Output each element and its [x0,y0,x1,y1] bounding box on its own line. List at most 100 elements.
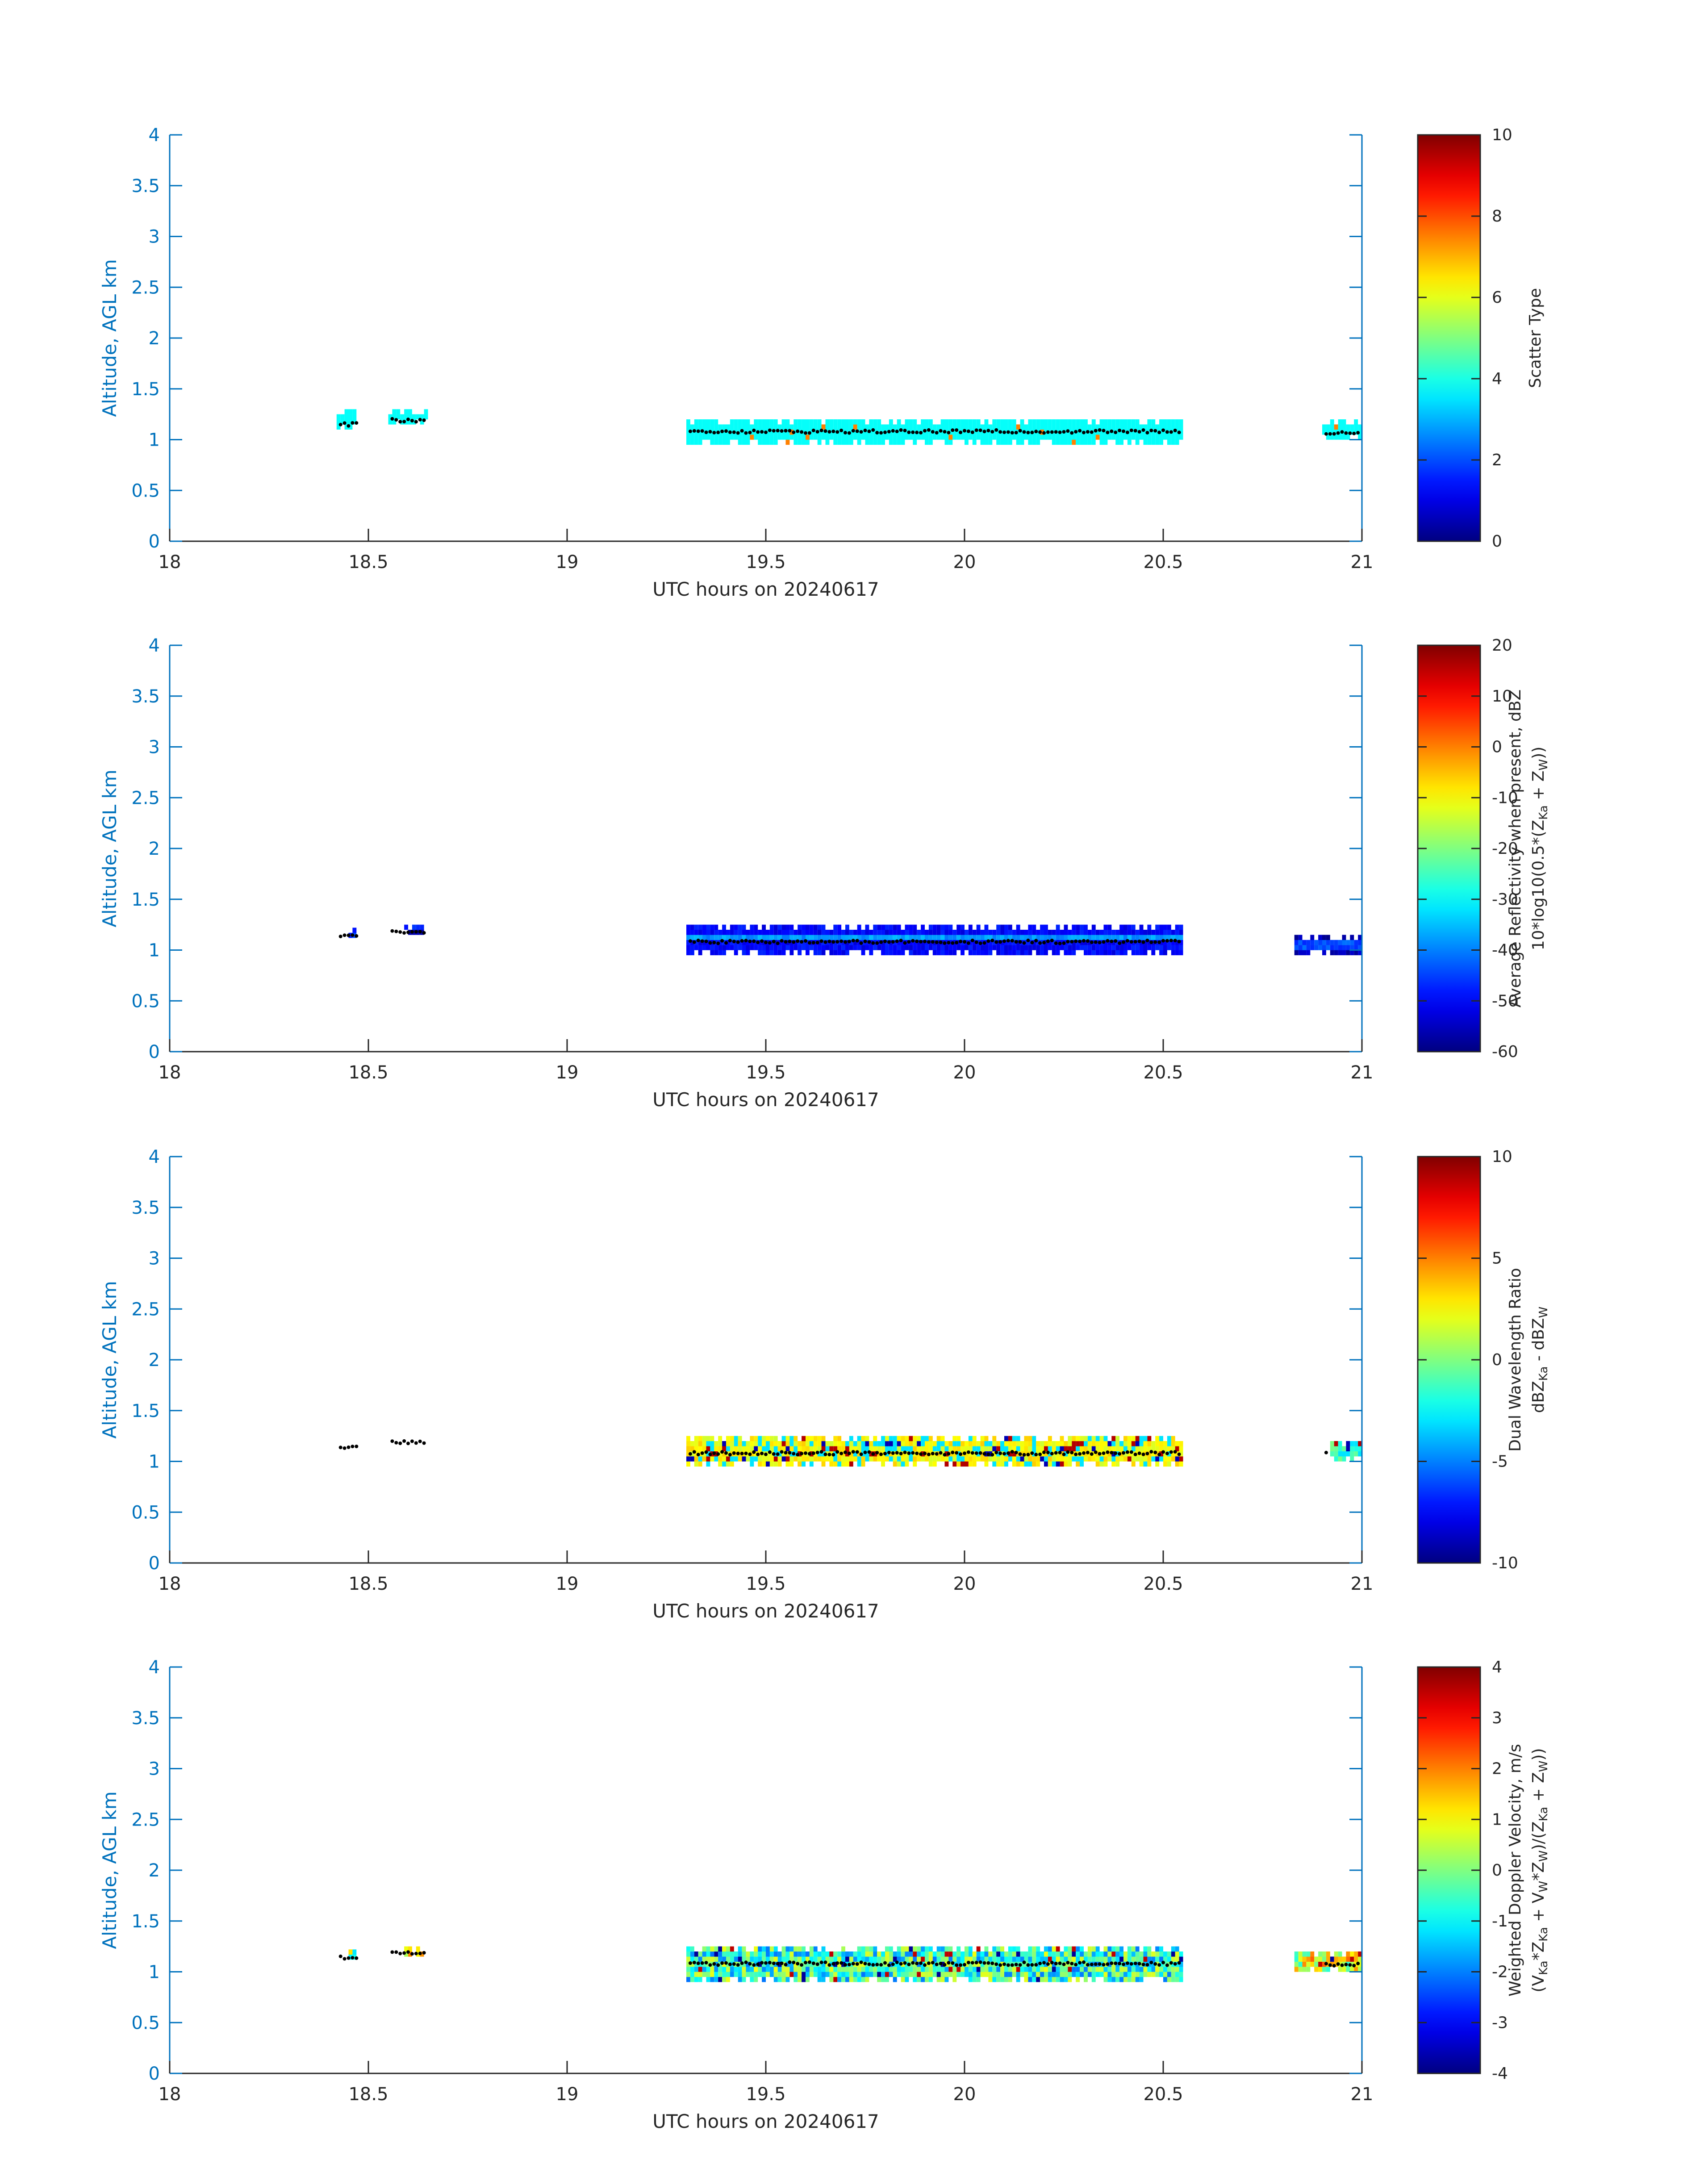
heatmap-cell [686,1961,690,1967]
heatmap-cell [1040,1441,1044,1446]
y-tick-label: 0.5 [131,2013,160,2033]
cloud-base-dot [907,940,911,944]
cloud-base-dot [1125,939,1129,943]
heatmap-cell [1139,945,1144,950]
heatmap-cell [766,1446,770,1451]
heatmap-cell [873,1956,877,1962]
cloud-base-dot [1344,431,1348,435]
cloud-base-dot [911,1961,915,1965]
heatmap-cell [785,935,790,940]
heatmap-cell [921,1961,925,1967]
heatmap-cell [992,419,997,425]
heatmap-cell [1111,429,1116,435]
heatmap-cell [789,429,794,435]
heatmap-cell [1087,1951,1092,1957]
heatmap-cell [817,950,822,956]
cloud-base-dot [716,430,720,435]
heatmap-cell [869,439,873,445]
heatmap-cell [1084,435,1088,440]
heatmap-cell [909,1961,913,1967]
cloud-base-dot [342,421,347,425]
heatmap-cell [1012,1961,1016,1967]
heatmap-cell [972,1456,977,1462]
heatmap-cell [1310,1956,1315,1962]
heatmap-cell [1103,1446,1108,1451]
heatmap-cell [1302,1967,1307,1972]
cloud-base-dot [390,929,394,933]
heatmap-cell [909,419,913,425]
heatmap-cell [1163,1956,1167,1962]
heatmap-cell [1020,940,1024,945]
cloud-base-dot [1145,430,1149,435]
heatmap-cell [1052,1461,1056,1467]
colorbar-tick-label: -10 [1492,789,1518,807]
heatmap-cell [1155,1956,1160,1962]
heatmap-cell [1107,1967,1112,1972]
heatmap-cell [984,439,989,445]
heatmap-cell [1076,1967,1080,1972]
heatmap-cell [1056,1446,1060,1451]
cloud-base-dot [1046,430,1050,434]
cloud-base-dot [1014,1963,1018,1967]
cloud-base-dot [939,1451,943,1455]
heatmap-cell [1028,1446,1032,1451]
heatmap-cell [988,935,993,940]
heatmap-cell [1171,1946,1175,1952]
heatmap-cell [813,935,818,940]
cloud-base-dot [827,1453,831,1457]
cloud-base-dot [990,1453,994,1457]
heatmap-cell [869,424,873,430]
heatmap-cell [781,945,786,950]
heatmap-cell [1068,429,1072,435]
heatmap-cell [777,924,782,930]
heatmap-cell [806,429,810,435]
heatmap-cell [877,935,881,940]
heatmap-cell [1350,1446,1354,1451]
heatmap-cell [845,1446,849,1451]
heatmap-cell [1131,1976,1136,1982]
cloud-base-dot [800,1452,804,1455]
y-axis-title: Altitude, AGL km [99,259,121,417]
heatmap-cell [1012,1456,1016,1462]
heatmap-cell [917,935,921,940]
heatmap-cell [1028,1956,1032,1962]
heatmap-cell [1143,1451,1148,1457]
heatmap-cell [1048,1951,1052,1957]
cloud-base-dot [959,940,963,944]
cloud-base-dot [1106,939,1110,943]
cloud-base-dot [768,428,772,432]
heatmap-cell [781,1976,786,1982]
cloud-base-dot [720,430,724,433]
heatmap-cell [940,435,945,440]
heatmap-cell [1012,1972,1016,1977]
heatmap-cell [837,940,842,945]
heatmap-cell [1322,1951,1326,1957]
heatmap-cell [1294,940,1299,945]
cloud-base-dot [966,1960,970,1964]
heatmap-cell [1020,1441,1024,1446]
heatmap-cell [833,1956,838,1962]
heatmap-cell [829,940,834,945]
heatmap-cell [976,930,981,935]
heatmap-cell [1087,1967,1092,1972]
heatmap-cell [1155,1967,1160,1972]
heatmap-cell [1087,1441,1092,1446]
heatmap-cell [1139,429,1144,435]
heatmap-cell [1155,930,1160,935]
heatmap-cell [901,1436,905,1442]
heatmap-cell [960,950,965,956]
heatmap-cell [793,424,798,430]
cloud-base-dot [1332,432,1336,436]
cloud-base-dot [891,1451,895,1455]
heatmap-cell [769,424,774,430]
heatmap-cell [734,1967,738,1972]
heatmap-cell [1159,1961,1163,1967]
label-text: Average Reflectivity when present, dBZ [1506,689,1524,1007]
cloud-base-dot [895,430,899,434]
heatmap-cell [809,1456,814,1462]
heatmap-cell [992,935,997,940]
cloud-base-dot [1114,1961,1118,1965]
heatmap-cell [793,419,798,425]
heatmap-cell [1342,1446,1346,1451]
heatmap-cell [706,945,710,950]
